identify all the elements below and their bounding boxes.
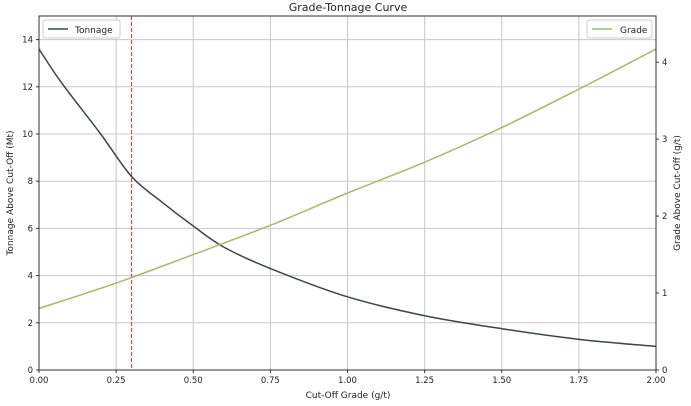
x-axis-ticks: 0.00 0.25 0.50 0.75 1.00 1.25 1.50 1.75 2.00 bbox=[30, 370, 666, 386]
y-axis-ticks: 0 2 4 6 8 10 12 14 bbox=[22, 36, 39, 376]
x-tick-label: 0.75 bbox=[261, 376, 280, 386]
y-tick-label: 2 bbox=[28, 319, 33, 329]
y-tick-label: 14 bbox=[22, 36, 33, 46]
y2-tick-label: 4 bbox=[662, 58, 667, 68]
x-tick-label: 0.50 bbox=[184, 376, 203, 386]
y-tick-label: 4 bbox=[28, 272, 33, 282]
legend-grade-label: Grade bbox=[620, 26, 648, 36]
y-tick-label: 12 bbox=[22, 83, 33, 93]
x-tick-label: 0.00 bbox=[30, 376, 49, 386]
plot-frame bbox=[38, 15, 657, 371]
legend-tonnage-label: Tonnage bbox=[74, 26, 113, 36]
y2-tick-label: 2 bbox=[662, 212, 667, 222]
y-tick-label: 0 bbox=[28, 366, 33, 376]
y2-tick-label: 1 bbox=[662, 289, 667, 299]
x-tick-label: 0.25 bbox=[107, 376, 126, 386]
y2-axis-label: Grade Above Cut-Off (g/t) bbox=[673, 135, 683, 251]
x-tick-label: 1.25 bbox=[415, 376, 434, 386]
y-tick-label: 6 bbox=[28, 224, 33, 234]
x-axis-label: Cut-Off Grade (g/t) bbox=[306, 391, 391, 401]
y-axis-label: Tonnage Above Cut-Off (Mt) bbox=[6, 130, 16, 256]
legend-grade: Grade bbox=[586, 19, 653, 39]
x-tick-label: 1.75 bbox=[569, 376, 588, 386]
y2-tick-label: 3 bbox=[662, 135, 667, 145]
x-tick-label: 2.00 bbox=[647, 376, 666, 386]
legend-tonnage: Tonnage bbox=[42, 19, 121, 39]
y-tick-label: 10 bbox=[22, 130, 33, 140]
grid bbox=[38, 16, 657, 371]
series-group bbox=[38, 16, 657, 370]
x-tick-label: 1.50 bbox=[492, 376, 511, 386]
chart-title: Grade-Tonnage Curve bbox=[289, 1, 408, 14]
x-tick-label: 1.00 bbox=[338, 376, 357, 386]
y-tick-label: 8 bbox=[28, 177, 33, 187]
y2-tick-label: 0 bbox=[662, 366, 667, 376]
y2-axis-ticks: 0 1 2 3 4 bbox=[656, 58, 667, 376]
